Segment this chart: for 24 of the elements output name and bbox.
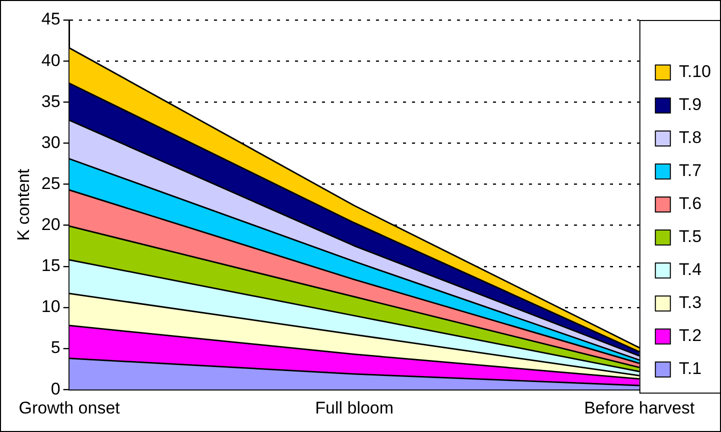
legend-label: T.1 <box>678 359 702 378</box>
legend-label: T.3 <box>678 293 702 312</box>
y-tick-label: 30 <box>41 132 60 152</box>
y-tick-label: 35 <box>41 92 60 111</box>
x-tick-label: Before harvest <box>584 398 695 418</box>
legend-label: T.5 <box>678 227 702 246</box>
y-tick-label: 15 <box>41 256 60 276</box>
legend-label: T.9 <box>678 95 702 114</box>
y-tick-label: 10 <box>41 297 60 316</box>
y-tick-label: 25 <box>41 174 60 193</box>
legend-label: T.8 <box>678 128 702 148</box>
y-tick-label: 0 <box>50 379 60 398</box>
legend-label: T.2 <box>678 326 702 346</box>
y-tick-label: 20 <box>41 215 60 234</box>
y-axis-title: K content <box>14 168 33 241</box>
legend-label: T.7 <box>678 161 702 180</box>
x-tick-label: Growth onset <box>18 398 120 418</box>
legend-label: T.4 <box>678 260 702 280</box>
x-tick-label: Full bloom <box>315 398 394 418</box>
y-tick-label: 5 <box>50 338 60 358</box>
legend-label: T.6 <box>678 194 702 214</box>
y-tick-label: 40 <box>41 50 60 70</box>
legend-label: T.10 <box>678 62 712 82</box>
y-tick-label: 45 <box>41 10 60 29</box>
